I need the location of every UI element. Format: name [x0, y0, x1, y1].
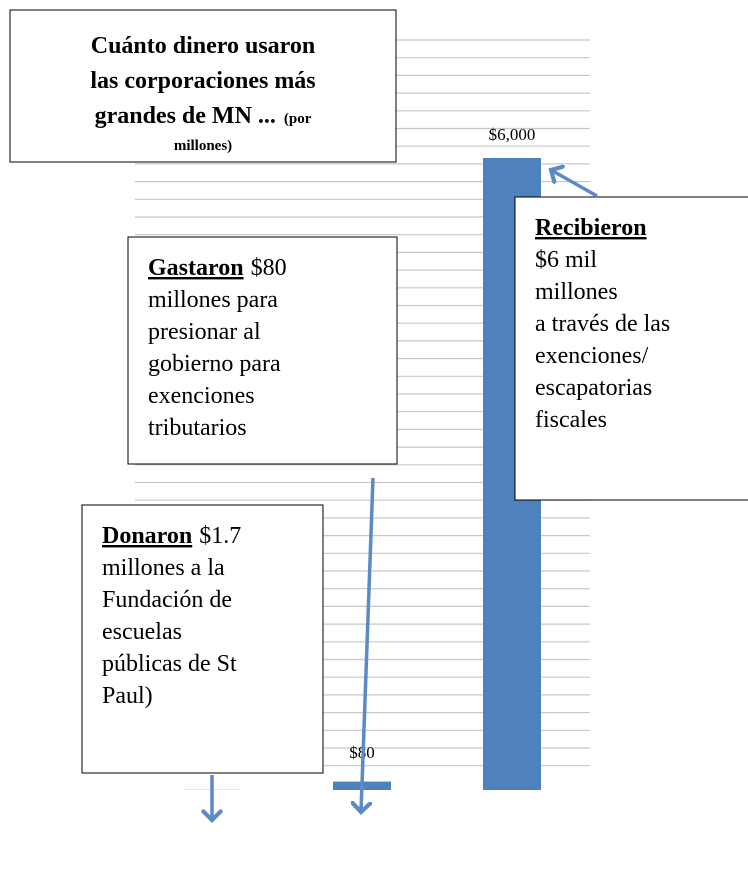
- chart-title: grandes de MN ... (por: [95, 103, 312, 129]
- annotation-line: Paul): [102, 683, 153, 709]
- chart-title: las corporaciones más: [90, 68, 315, 94]
- annotation-lead: Recibieron: [535, 215, 647, 241]
- annotation-lead: Gastaron: [148, 255, 244, 281]
- title-note: (por: [284, 111, 312, 127]
- annotation-line: millones a la: [102, 555, 225, 581]
- annotation-box: [514, 196, 748, 501]
- annotation-line: millones para: [148, 287, 278, 313]
- annotation-line: millones: [535, 279, 618, 305]
- annotation-text: $1.7: [199, 523, 241, 549]
- annotation-line: Donaron $1.7: [102, 523, 241, 549]
- annotation-line: a través de las: [535, 311, 670, 337]
- annotation-line: Recibieron: [535, 215, 647, 241]
- annotation-line: escuelas: [102, 619, 182, 645]
- title-note: millones): [174, 138, 232, 154]
- annotation-text: $80: [251, 255, 287, 281]
- annotation-line: exenciones/: [535, 343, 649, 369]
- chart-title: Cuánto dinero usaron: [91, 33, 316, 59]
- annotation-line: $6 mil: [535, 247, 597, 273]
- value-label: $6,000: [489, 125, 536, 144]
- annotation-line: tributarios: [148, 415, 247, 441]
- annotations: Cuánto dinero usaron las corporaciones má…: [9, 9, 748, 774]
- annotation-line: Fundación de: [102, 587, 232, 613]
- annotation-line: gobierno para: [148, 351, 281, 377]
- annotation-line: exenciones: [148, 383, 255, 409]
- arrow: [361, 477, 375, 812]
- title-box: [9, 9, 397, 163]
- annotation-box: [81, 504, 324, 774]
- annotation-line: escapatorias: [535, 375, 652, 401]
- annotation-lead: Donaron: [102, 523, 192, 549]
- annotation-line: públicas de St: [102, 651, 237, 677]
- arrow: [551, 170, 598, 198]
- annotation-line: Gastaron $80: [148, 255, 287, 281]
- annotation-box: [127, 236, 398, 465]
- annotation-line: fiscales: [535, 407, 607, 433]
- annotation-line: presionar al: [148, 319, 261, 345]
